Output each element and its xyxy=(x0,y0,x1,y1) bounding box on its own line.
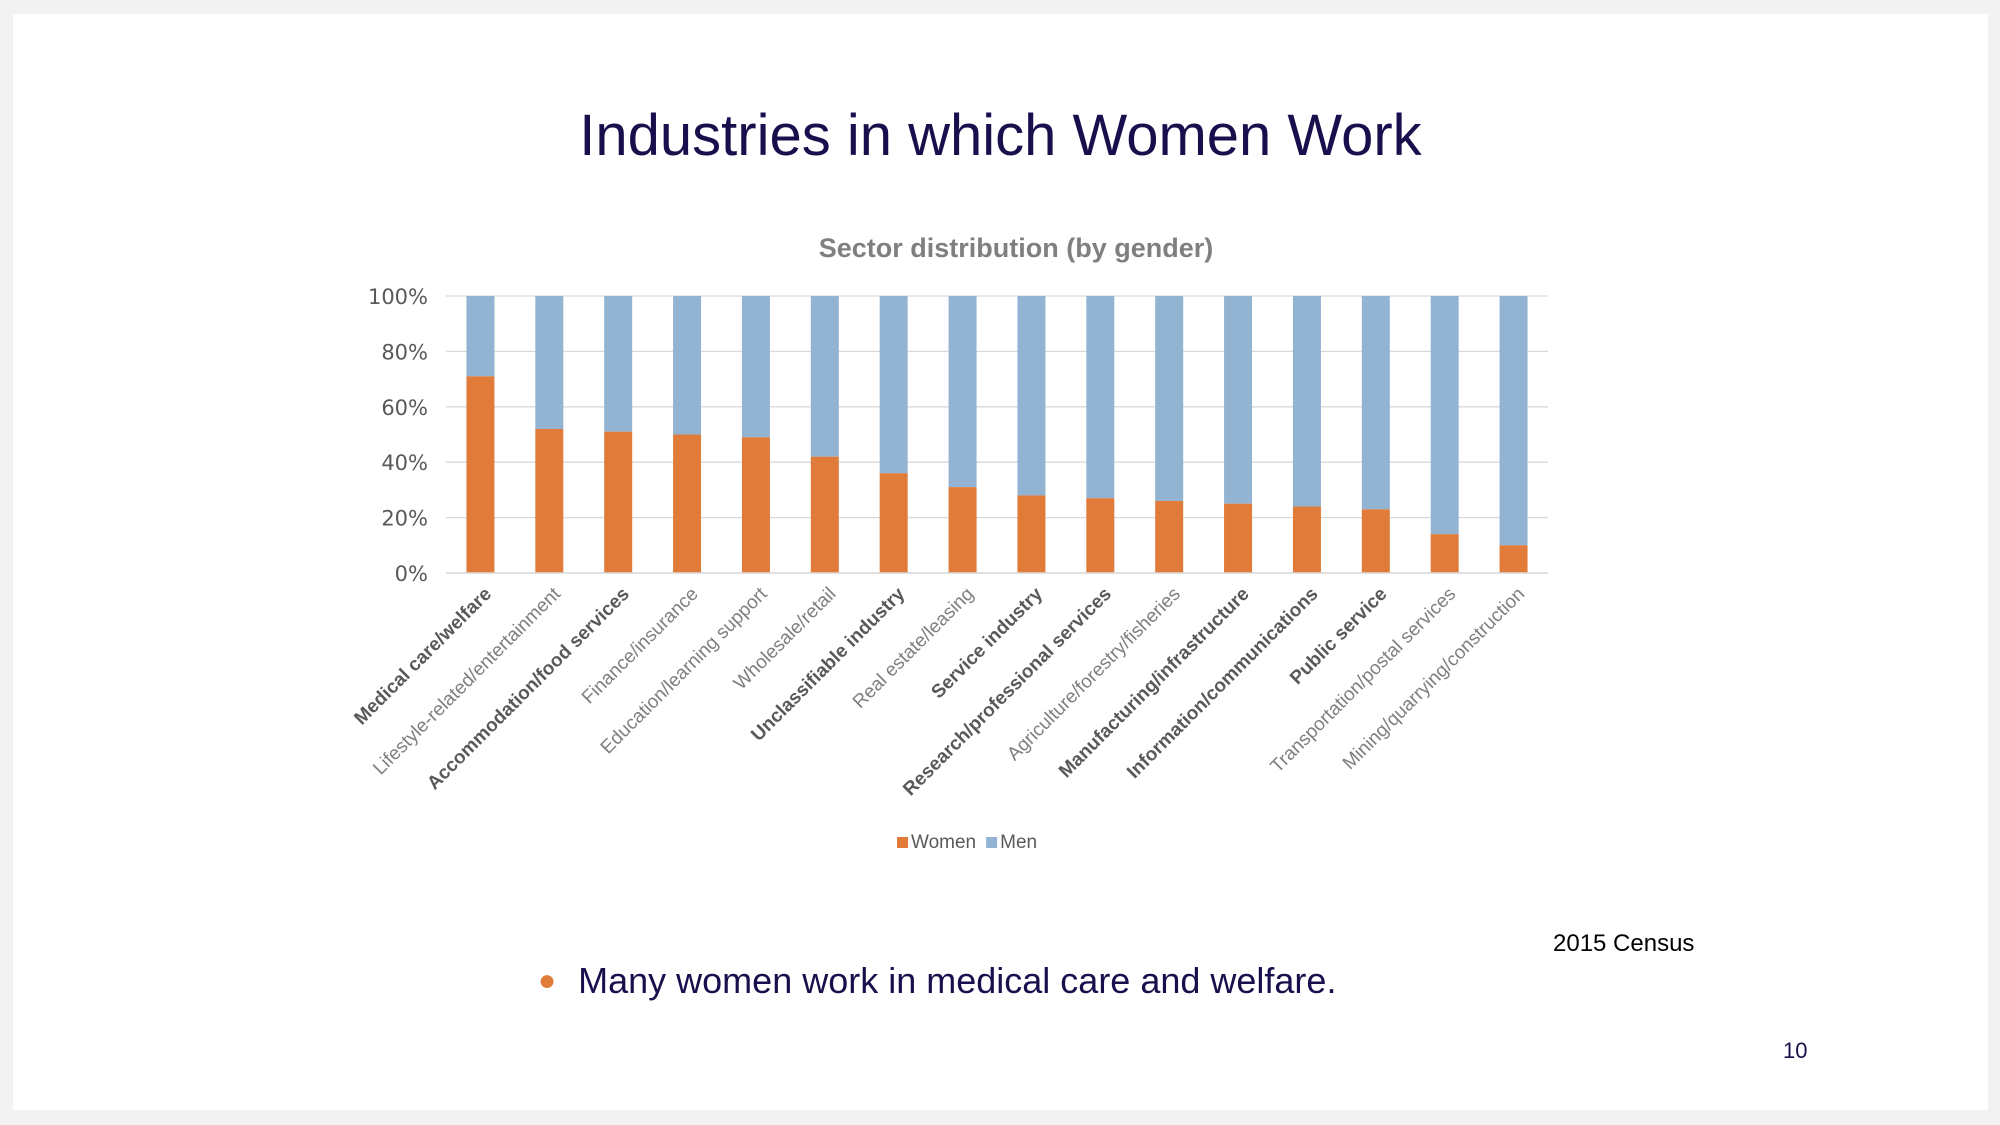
bar-women xyxy=(1086,498,1115,573)
bar-men xyxy=(466,296,495,377)
bar-women xyxy=(810,456,839,573)
bar-women xyxy=(604,431,633,573)
bar-men xyxy=(1430,296,1459,535)
bar-men xyxy=(1361,296,1390,510)
bar-women xyxy=(1430,534,1459,573)
source-note: 2015 Census xyxy=(1553,930,1695,957)
bar-men xyxy=(1224,296,1253,504)
x-tick-label: Real estate/leasing xyxy=(849,584,978,713)
bar-women xyxy=(535,428,564,573)
bar-women xyxy=(1224,503,1253,573)
chart: Sector distribution (by gender) 0% 20% 40% 6… xyxy=(350,233,1548,853)
page-number: 10 xyxy=(1783,1038,1808,1063)
bar-men xyxy=(604,296,633,432)
legend-swatch xyxy=(897,837,908,848)
y-tick-label: 0% xyxy=(395,562,428,586)
bullet-item: ● Many women work in medical care and wel… xyxy=(538,960,1336,1002)
y-tick-label: 80% xyxy=(381,340,428,364)
bar-women xyxy=(1292,506,1321,573)
bar-women xyxy=(1017,495,1046,573)
y-tick-label: 100% xyxy=(368,285,428,309)
bar-men xyxy=(673,296,702,435)
slide: Industries in which Women Work Sector di… xyxy=(13,14,1988,1110)
legend-label: Men xyxy=(1000,832,1037,853)
bar-men xyxy=(741,296,770,438)
bar-men xyxy=(879,296,908,474)
bar-men xyxy=(948,296,977,488)
x-tick-label: Finance/insurance xyxy=(578,584,703,709)
slide-title: Industries in which Women Work xyxy=(579,103,1422,168)
bar-men xyxy=(535,296,564,429)
legend-label: Women xyxy=(911,832,976,853)
y-tick-label: 40% xyxy=(381,451,428,475)
bar-men xyxy=(1499,296,1528,546)
chart-title: Sector distribution (by gender) xyxy=(819,233,1214,263)
bar-women xyxy=(1155,500,1184,573)
x-tick-label: Medical care/welfare xyxy=(350,584,496,730)
bar-men xyxy=(1292,296,1321,507)
y-tick-label: 60% xyxy=(381,396,428,420)
bar-women xyxy=(741,437,770,573)
bar-women xyxy=(673,434,702,573)
bar-women xyxy=(879,473,908,573)
bullet-text: Many women work in medical care and welf… xyxy=(578,960,1337,1001)
bar-men xyxy=(1155,296,1184,501)
bar-women xyxy=(1499,545,1528,573)
bar-women xyxy=(466,376,495,573)
bar-women xyxy=(1361,509,1390,573)
bar-men xyxy=(1086,296,1115,499)
bar-men xyxy=(1017,296,1046,496)
bar-men xyxy=(810,296,839,457)
y-tick-label: 20% xyxy=(381,507,428,531)
legend-swatch xyxy=(986,837,998,848)
bar-women xyxy=(948,487,977,573)
bullet-dot-icon: ● xyxy=(538,964,557,997)
